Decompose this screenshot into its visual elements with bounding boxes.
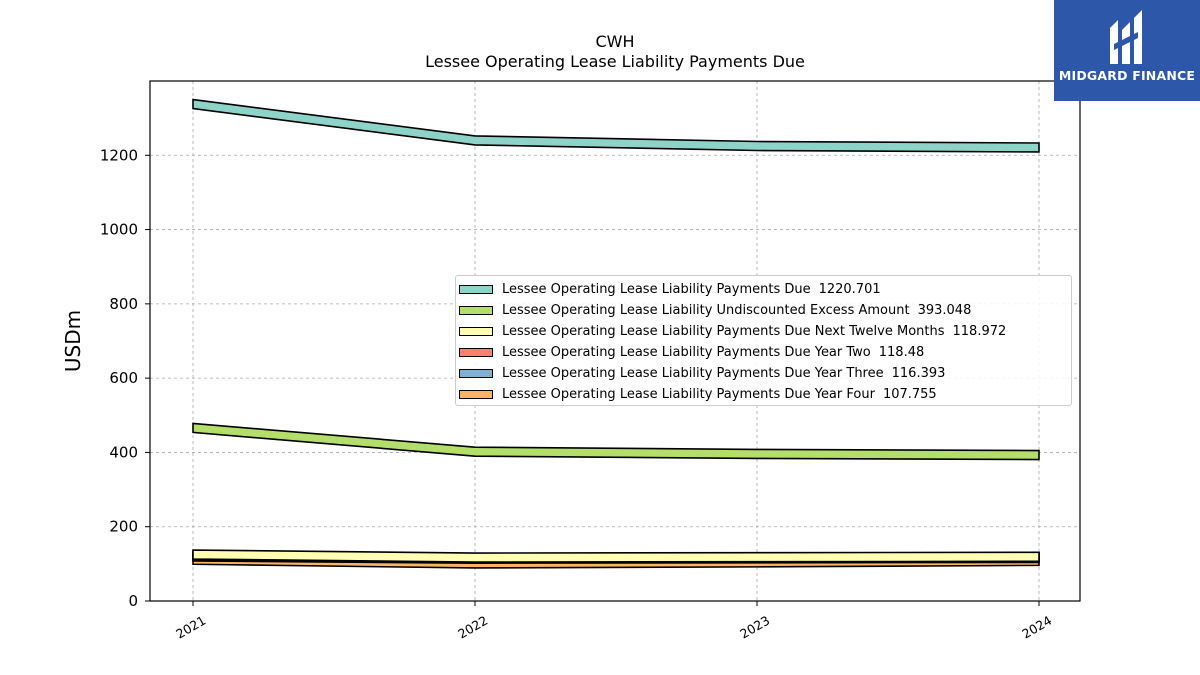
y-tick-label: 1000 [100, 221, 138, 239]
y-tick-label: 800 [109, 295, 138, 313]
legend-value: 393.048 [917, 303, 972, 318]
legend-swatch [459, 285, 493, 294]
y-tick-label: 600 [109, 369, 138, 387]
legend-value: 118.972 [952, 324, 1007, 339]
legend-swatch [459, 369, 493, 378]
legend-item: Lessee Operating Lease Liability Payment… [456, 384, 1071, 405]
y-tick-label: 400 [109, 443, 138, 461]
x-tick-label: 2023 [737, 613, 772, 642]
chart-subtitle: Lessee Operating Lease Liability Payment… [425, 52, 805, 71]
legend-item: Lessee Operating Lease Liability Payment… [456, 321, 1071, 342]
chart-title: CWH [595, 32, 635, 51]
series-layer [192, 98, 1040, 569]
legend-label: Lessee Operating Lease Liability Undisco… [502, 303, 910, 318]
series-line [192, 422, 1040, 461]
midgard-logo: MIDGARD FINANCE [1054, 0, 1200, 101]
legend-item: Lessee Operating Lease Liability Payment… [456, 342, 1071, 363]
legend-label: Lessee Operating Lease Liability Payment… [502, 387, 875, 402]
chart-legend: Lessee Operating Lease Liability Payment… [455, 275, 1072, 406]
y-tick-label: 1200 [100, 146, 138, 164]
plot-frame [149, 80, 1081, 602]
legend-value: 1220.701 [818, 282, 881, 297]
y-tick-label: 200 [109, 518, 138, 536]
legend-item: Lessee Operating Lease Liability Undisco… [456, 300, 1071, 321]
y-axis-label: USDm [61, 310, 85, 372]
legend-item: Lessee Operating Lease Liability Payment… [456, 363, 1071, 384]
legend-label: Lessee Operating Lease Liability Payment… [502, 324, 945, 339]
x-tick-label: 2024 [1019, 613, 1054, 642]
legend-label: Lessee Operating Lease Liability Payment… [502, 345, 871, 360]
midgard-logo-icon [1110, 10, 1142, 64]
x-tick-label: 2022 [455, 613, 490, 642]
legend-swatch [459, 348, 493, 357]
legend-label: Lessee Operating Lease Liability Payment… [502, 366, 884, 381]
y-tick-label: 0 [128, 592, 138, 610]
legend-item: Lessee Operating Lease Liability Payment… [456, 279, 1071, 300]
legend-value: 107.755 [882, 387, 937, 402]
legend-label: Lessee Operating Lease Liability Payment… [502, 282, 811, 297]
legend-value: 118.48 [878, 345, 925, 360]
series-line [192, 98, 1040, 153]
legend-swatch [459, 306, 493, 315]
x-tick-label: 2021 [173, 613, 208, 642]
logo-text: MIDGARD FINANCE [1058, 68, 1196, 83]
legend-swatch [459, 327, 493, 336]
legend-value: 116.393 [891, 366, 946, 381]
legend-swatch [459, 390, 493, 399]
series-line [192, 549, 1040, 563]
